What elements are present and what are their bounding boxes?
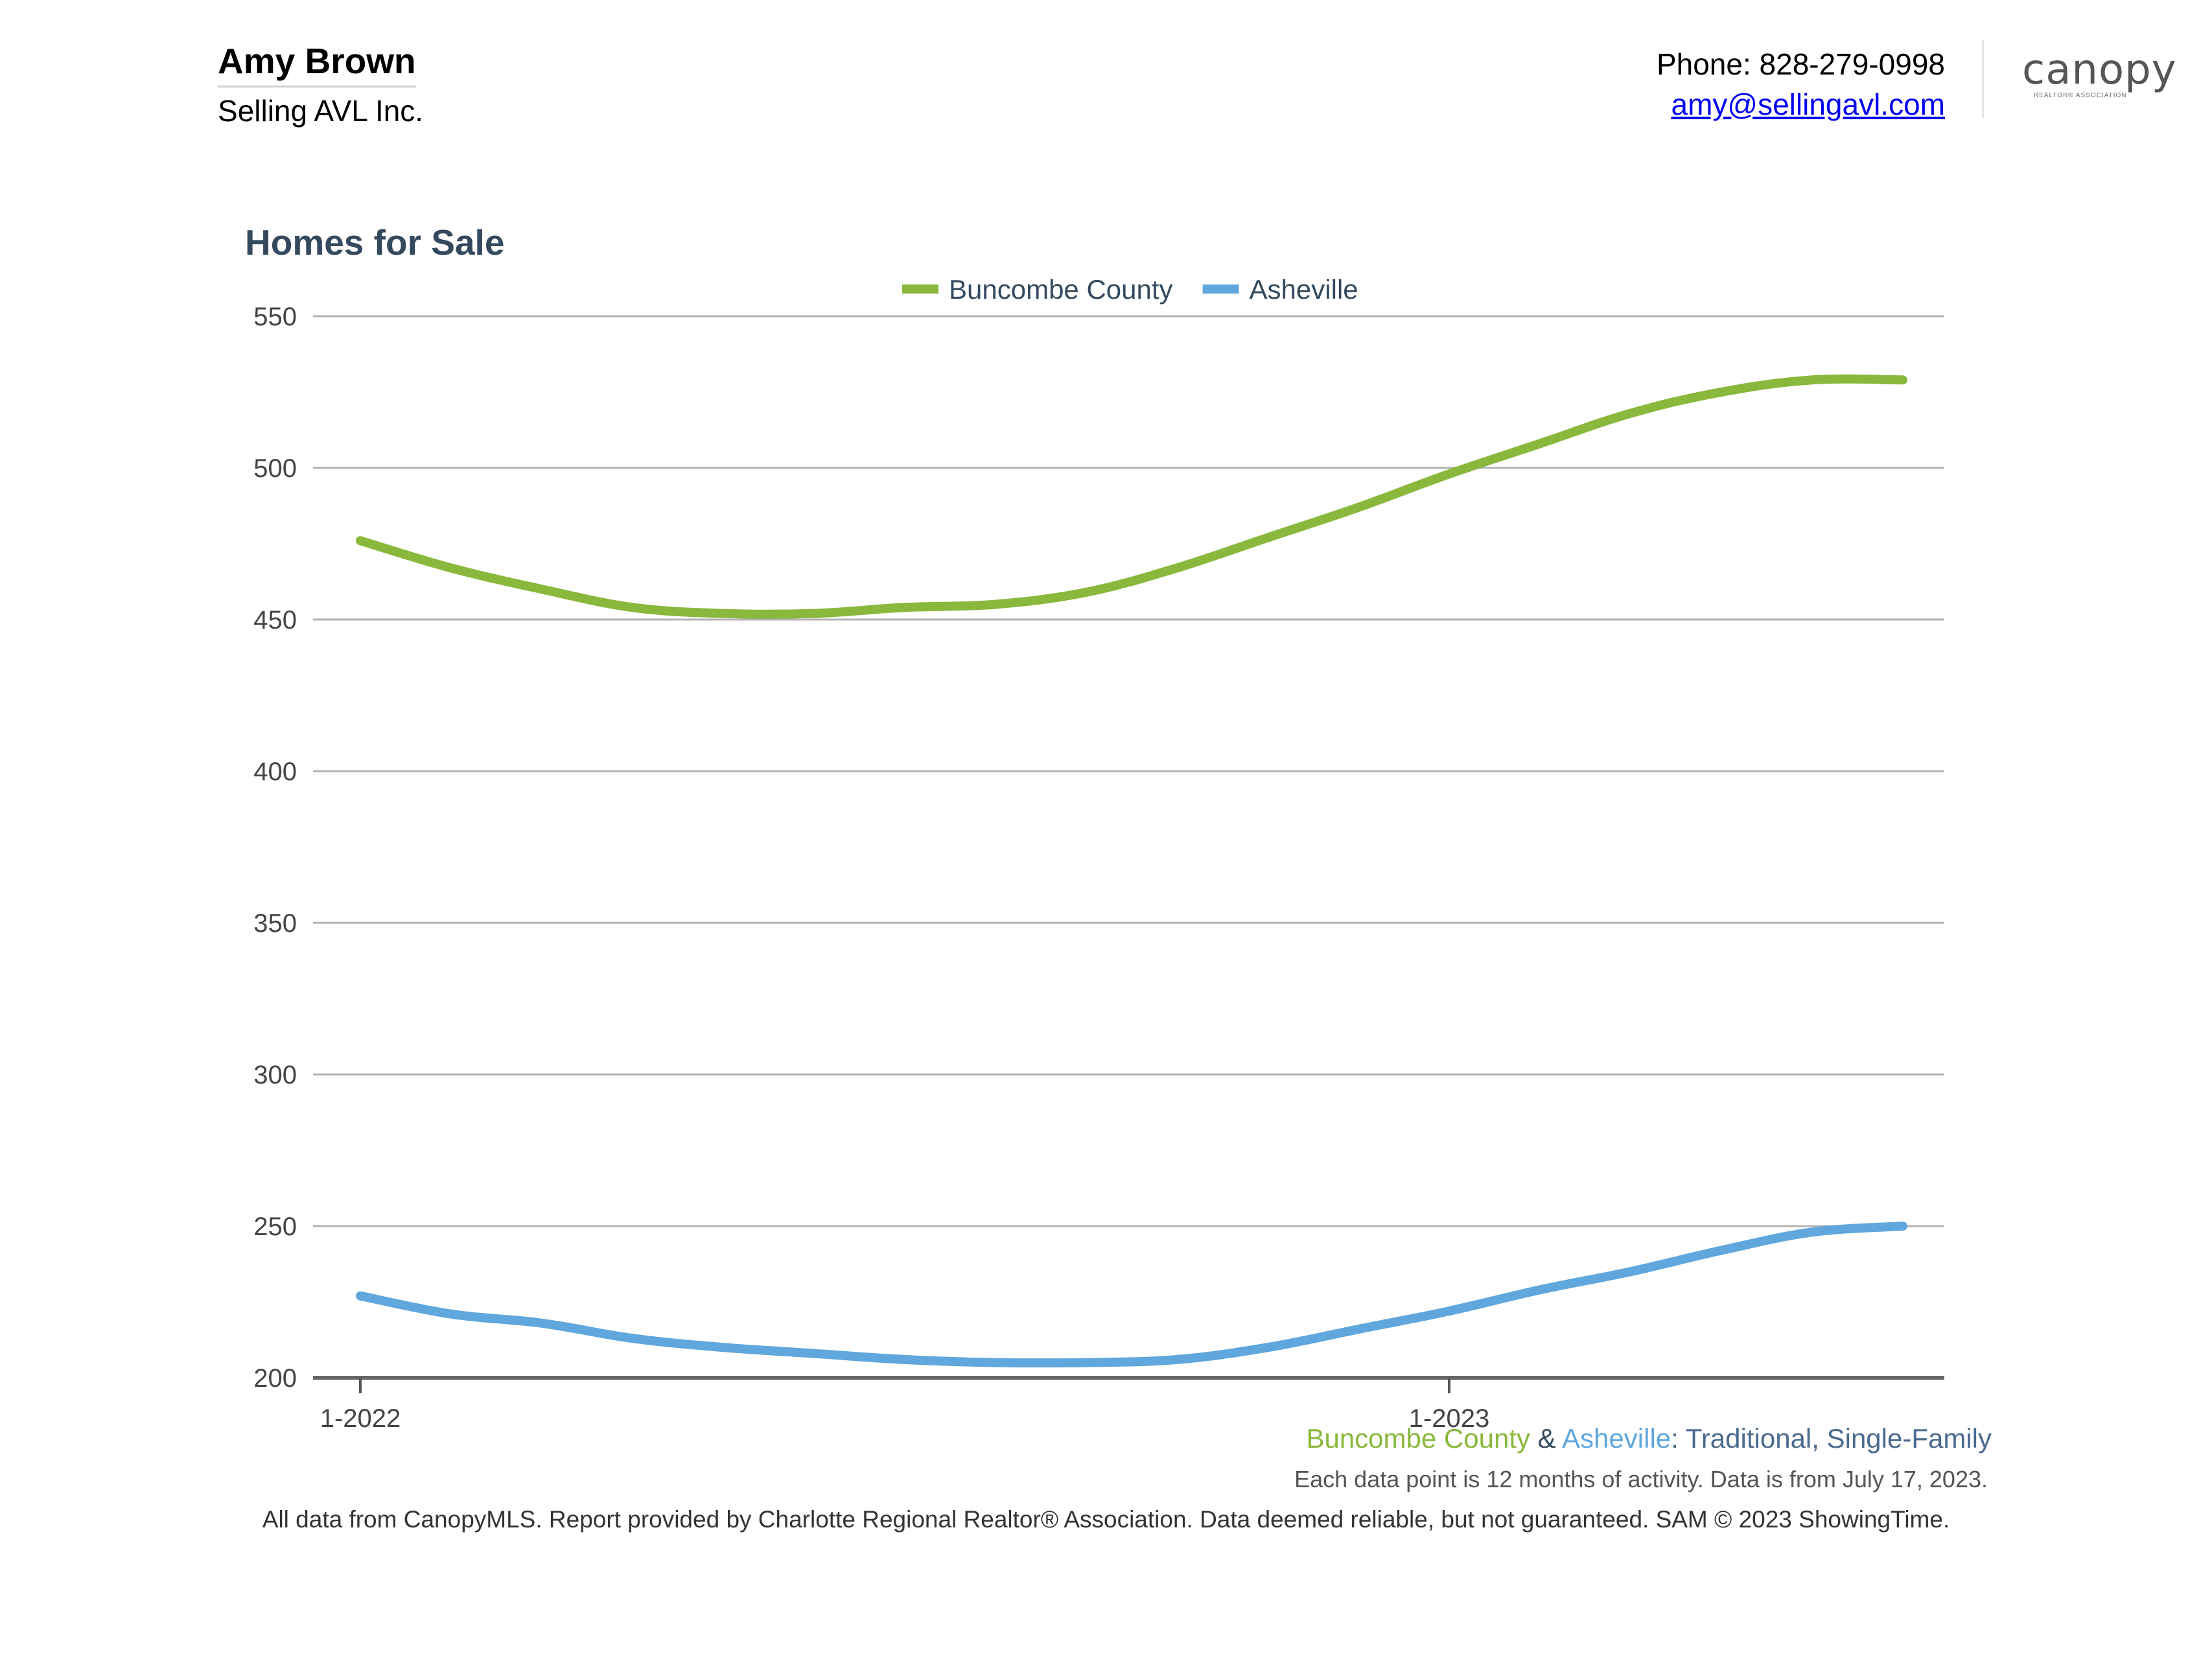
logo-tagline: REALTOR® ASSOCIATION [2034,92,2127,99]
y-tick-label: 400 [253,758,297,786]
subtitle-rest: : Traditional, Single-Family [1671,1423,1992,1454]
logo-wordmark: canopy [2022,46,2177,94]
y-tick-label: 250 [253,1212,297,1241]
contact-phone: Phone: 828-279-0998 [1656,47,1945,81]
contact-block: Phone: 828-279-0998 amy@sellingavl.com [1657,47,1945,122]
y-tick-label: 500 [253,454,297,483]
series-line-1 [356,374,1907,619]
canopy-logo: canopy REALTOR® ASSOCIATION [2022,46,2177,108]
y-tick-label: 200 [253,1364,297,1393]
chart-subtitle: Buncombe County & Asheville: Traditional… [1306,1423,1992,1454]
legend-swatch-2 [1202,284,1239,294]
legend-label-1: Buncombe County [949,274,1173,305]
agent-name: Amy Brown [218,40,416,87]
subtitle-series2: Asheville [1562,1423,1671,1454]
x-tick-label: 1-2022 [320,1404,401,1433]
subtitle-series1: Buncombe County [1306,1423,1530,1454]
y-tick-label: 550 [253,303,297,331]
x-tick-label: 1-2023 [1409,1404,1490,1433]
footer-disclaimer: All data from CanopyMLS. Report provided… [262,1506,1950,1533]
header-divider [1982,40,1984,118]
legend: Buncombe County Asheville [902,274,1358,305]
chart-title: Homes for Sale [245,222,505,262]
y-tick-label: 350 [253,909,297,938]
y-tick-label: 450 [253,606,297,634]
legend-swatch-1 [902,284,938,294]
agent-company: Selling AVL Inc. [218,94,424,128]
axes: 200 250 300 350 400 450 500 550 1-2022 1-2023 [253,303,1944,1433]
series-line-2 [356,1222,1907,1368]
subtitle-amp: & [1530,1423,1563,1454]
y-tick-label: 300 [253,1061,297,1089]
contact-email-link[interactable]: amy@sellingavl.com [1671,87,1946,121]
series-lines [356,374,1907,1368]
legend-label-2: Asheville [1250,274,1358,305]
grid-lines [313,315,1944,1227]
data-note: Each data point is 12 months of activity… [1294,1466,1988,1492]
